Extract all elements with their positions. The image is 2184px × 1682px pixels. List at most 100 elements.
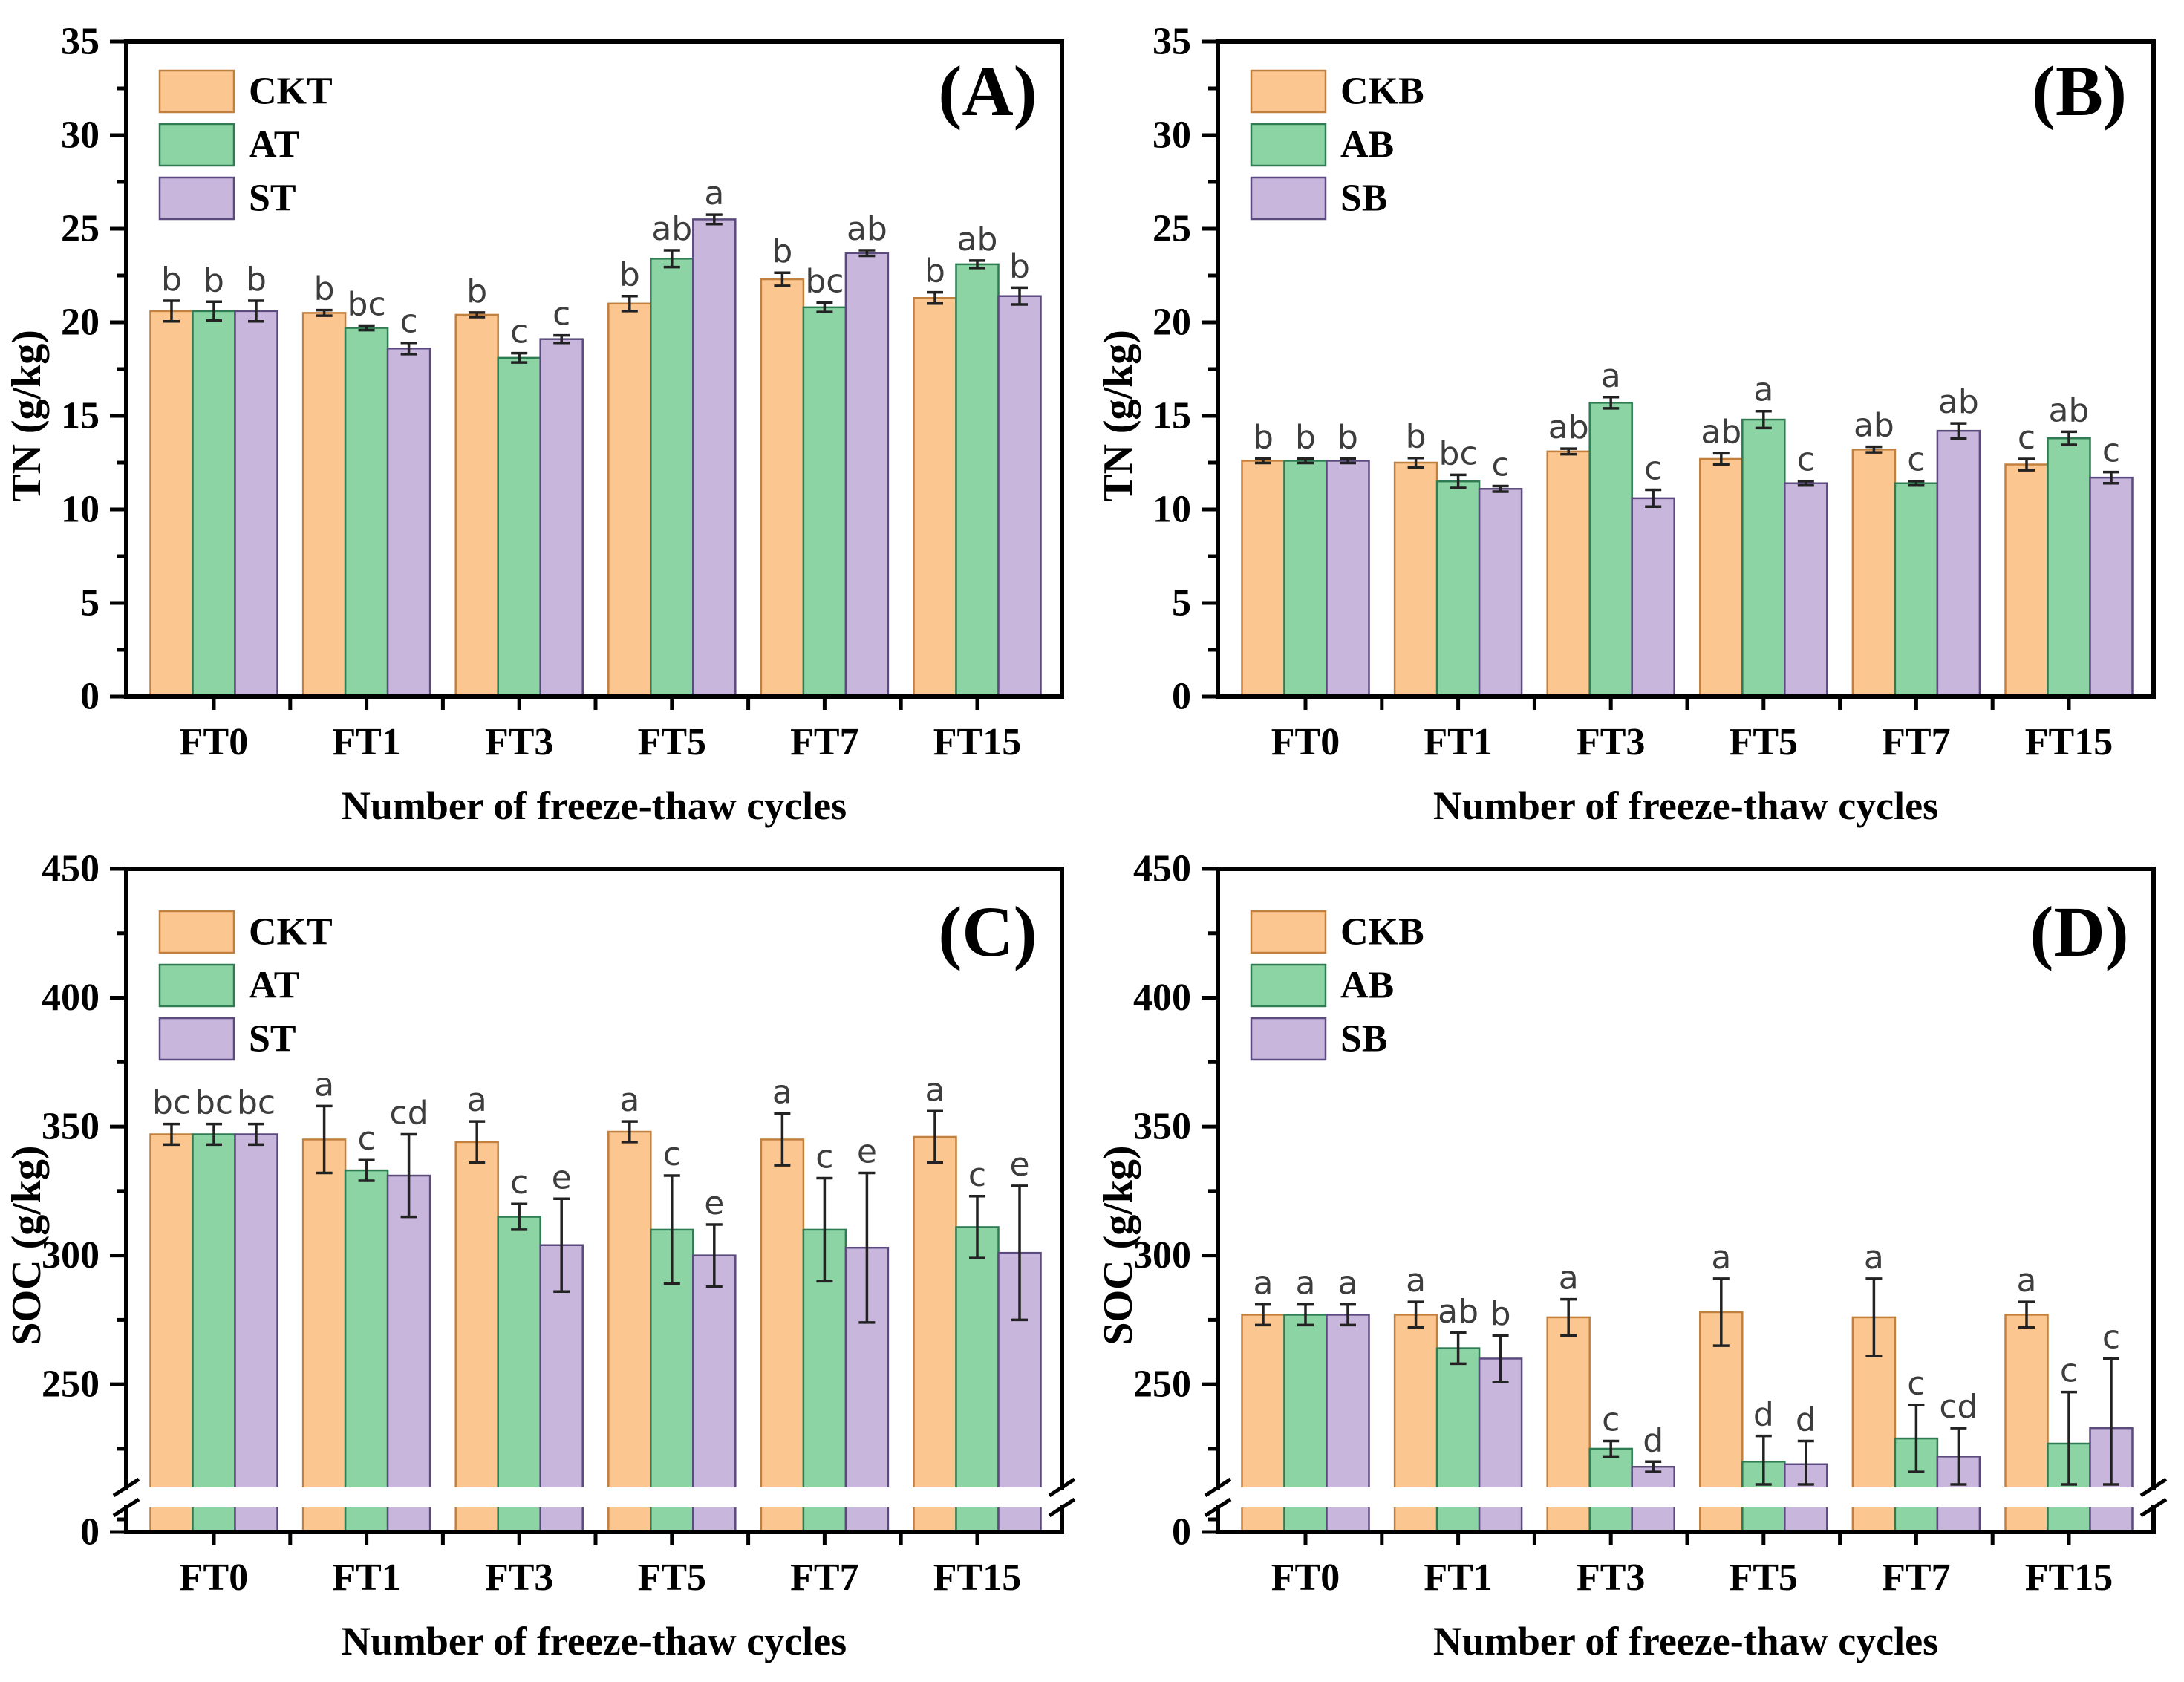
svg-text:350: 350: [1133, 1106, 1191, 1148]
legend-swatch-ckb: [1250, 910, 1327, 954]
svg-text:b: b: [1295, 418, 1316, 456]
svg-text:FT7: FT7: [1882, 721, 1950, 763]
y-axis-title: SOC (g/kg): [4, 1145, 50, 1345]
svg-text:a: a: [314, 1066, 334, 1104]
svg-text:bc: bc: [805, 263, 844, 301]
svg-text:300: 300: [1133, 1234, 1191, 1277]
svg-text:ab: ab: [957, 221, 998, 258]
svg-text:a: a: [704, 175, 724, 212]
svg-text:25: 25: [1153, 208, 1191, 250]
svg-text:b: b: [161, 261, 182, 299]
svg-text:c: c: [968, 1156, 986, 1194]
legend-swatch-at: [158, 963, 235, 1008]
legend-swatch-ckb: [1250, 69, 1327, 114]
legend-label-ab: AB: [1340, 124, 1394, 166]
svg-text:a: a: [1296, 1265, 1316, 1303]
svg-text:30: 30: [61, 114, 100, 157]
svg-text:bc: bc: [195, 1084, 233, 1122]
svg-text:b: b: [1337, 418, 1358, 456]
svg-text:15: 15: [61, 395, 100, 437]
legend-swatch-ckt: [158, 910, 235, 954]
svg-text:FT0: FT0: [1271, 721, 1340, 763]
svg-text:c: c: [400, 303, 417, 341]
legend-swatch-sb: [1250, 176, 1327, 221]
svg-text:FT5: FT5: [1730, 721, 1798, 763]
svg-text:a: a: [1338, 1265, 1358, 1303]
svg-text:ab: ab: [1854, 407, 1894, 445]
legend-label-st: ST: [249, 1018, 296, 1060]
svg-text:ab: ab: [1701, 413, 1741, 451]
svg-text:30: 30: [1153, 114, 1191, 157]
svg-text:20: 20: [61, 301, 100, 344]
svg-text:ab: ab: [1438, 1293, 1479, 1331]
svg-text:FT1: FT1: [1424, 1556, 1492, 1599]
svg-text:FT3: FT3: [1577, 721, 1645, 763]
svg-text:c: c: [815, 1138, 833, 1176]
legend-label-ab: AB: [1340, 965, 1394, 1007]
svg-text:ab: ab: [1548, 408, 1589, 446]
svg-text:e: e: [857, 1133, 877, 1171]
svg-text:FT7: FT7: [790, 1556, 858, 1599]
svg-text:c: c: [510, 1164, 528, 1202]
svg-text:c: c: [2018, 419, 2035, 457]
svg-text:0: 0: [1172, 676, 1191, 718]
legend-label-sb: SB: [1340, 177, 1388, 220]
svg-text:ab: ab: [1938, 383, 1979, 421]
panel-a: b b b b b b b bc c ab bc ab b c c a ab b 0 5 10 15 20 25 30 35 FT0…: [0, 0, 1092, 841]
svg-text:FT7: FT7: [1882, 1556, 1950, 1599]
svg-text:FT15: FT15: [2025, 721, 2113, 763]
svg-text:a: a: [619, 1081, 639, 1119]
legend-label-sb: SB: [1340, 1018, 1388, 1060]
svg-text:15: 15: [1153, 395, 1191, 437]
svg-text:c: c: [1644, 450, 1662, 488]
svg-text:25: 25: [61, 208, 100, 250]
svg-text:d: d: [1643, 1421, 1663, 1459]
svg-text:c: c: [1797, 441, 1815, 479]
legend-swatch-ckt: [158, 69, 235, 114]
svg-text:35: 35: [61, 21, 100, 63]
svg-text:400: 400: [1133, 977, 1191, 1019]
svg-text:b: b: [1009, 247, 1030, 285]
svg-text:FT0: FT0: [180, 1556, 248, 1599]
svg-text:a: a: [1753, 371, 1773, 409]
svg-text:bc: bc: [237, 1084, 276, 1122]
panel-tag: (D): [2030, 892, 2128, 971]
svg-text:b: b: [1253, 418, 1274, 456]
svg-text:FT5: FT5: [638, 1556, 706, 1599]
svg-text:5: 5: [1172, 582, 1191, 625]
svg-text:b: b: [925, 252, 945, 290]
panel-d: a a a a a a a ab c d c c a b d d cd c 450 400 350 300 250 0 FT0 F…: [1092, 841, 2184, 1682]
svg-text:FT3: FT3: [485, 721, 553, 763]
svg-text:d: d: [1796, 1401, 1816, 1439]
svg-text:450: 450: [42, 848, 100, 890]
svg-text:a: a: [1559, 1259, 1579, 1297]
svg-text:FT7: FT7: [790, 721, 858, 763]
svg-text:FT3: FT3: [485, 1556, 553, 1599]
panel-c: bc a a a a a bc c c c c c bc cd e e e e 450 400 350 300 250 0 FT…: [0, 841, 1092, 1682]
svg-text:350: 350: [42, 1106, 100, 1148]
legend-label-st: ST: [249, 177, 296, 220]
svg-text:bc: bc: [348, 286, 386, 324]
y-axis-title: TN (g/kg): [4, 330, 50, 502]
panel-tag: (A): [938, 51, 1037, 131]
svg-text:450: 450: [1133, 848, 1191, 890]
svg-text:FT3: FT3: [1577, 1556, 1645, 1599]
svg-text:0: 0: [80, 676, 100, 718]
svg-text:ab: ab: [651, 210, 692, 248]
legend-label-ckb: CKB: [1340, 71, 1424, 113]
svg-text:400: 400: [42, 977, 100, 1019]
panel-tag: (C): [938, 892, 1037, 971]
svg-text:FT5: FT5: [1730, 1556, 1798, 1599]
svg-text:FT0: FT0: [1271, 1556, 1340, 1599]
legend-label-ckb: CKB: [1340, 911, 1424, 954]
svg-text:FT1: FT1: [1424, 721, 1492, 763]
svg-text:FT15: FT15: [933, 721, 1021, 763]
legend-swatch-st: [158, 176, 235, 221]
svg-text:b: b: [772, 232, 792, 270]
svg-text:c: c: [552, 296, 570, 333]
svg-text:FT0: FT0: [180, 721, 248, 763]
